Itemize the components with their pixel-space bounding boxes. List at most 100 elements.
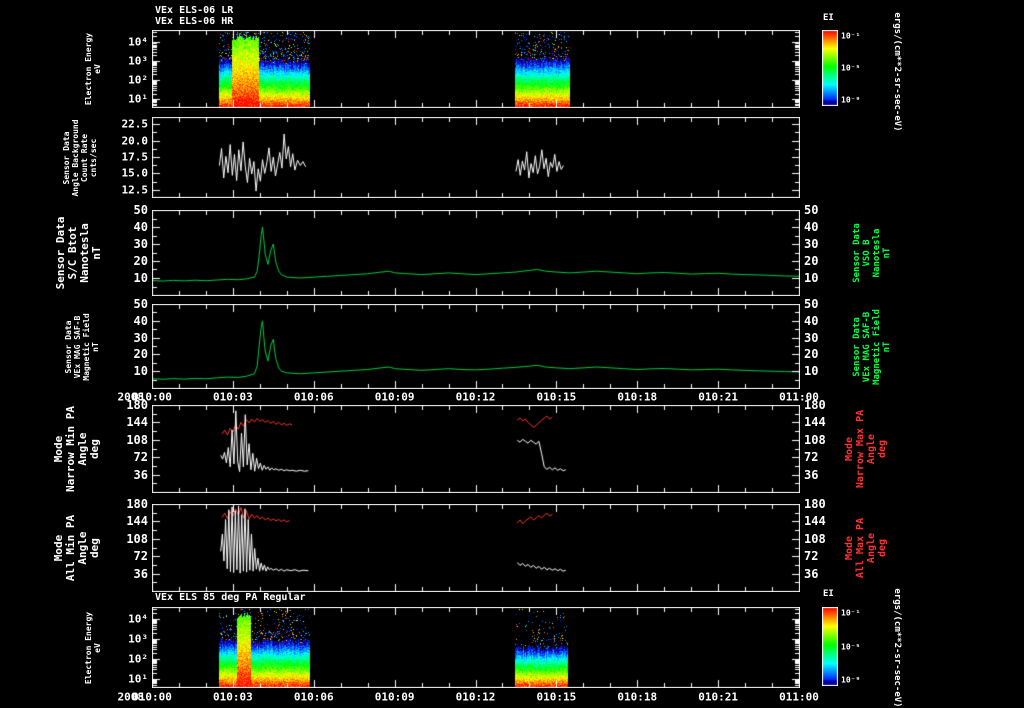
vex-mag-saf-b-ytick-label-right: 10 — [804, 364, 819, 379]
els-85-spectrogram-ytick-label: 10³ — [128, 632, 148, 646]
rotated-label-line: nT — [91, 341, 100, 352]
rotated-label-line: deg — [88, 538, 101, 558]
rotated-label-line: Magnetic Field — [872, 308, 882, 385]
all-pa-right-axis-label: Mode All Max PA Angle deg — [844, 518, 888, 578]
colorbar-tick-label: 10⁻⁹ — [841, 95, 861, 105]
angle-background-count-rate-ytick-label: 17.5 — [121, 150, 149, 164]
rotated-label-line: VEx MAG SAF-B — [862, 311, 872, 382]
rotated-label-line: Magnetic Field — [82, 312, 91, 381]
sc-btot-ytick-label-right: 20 — [804, 254, 819, 268]
rotated-label-line: nT — [882, 247, 892, 259]
time-tick-label: 010:21 — [698, 390, 738, 404]
time-tick-label: 010:12 — [455, 690, 496, 704]
all-pa-left-axis-label: Mode All Min PA Angle deg — [52, 515, 101, 581]
rotated-label-line: Angle Background — [71, 118, 80, 197]
title-els-lr: VEx ELS-06 LR — [155, 5, 234, 16]
angle-background-count-rate-left-axis-label: Sensor Data Angle Background Count Rate cnt… — [62, 119, 98, 196]
rotated-label-line: deg — [877, 439, 888, 459]
rotated-label-line: Sensor Data — [852, 223, 862, 283]
sc-btot-ytick-label-right: 50 — [804, 203, 819, 217]
angle-background-count-rate-ytick-label: 12.5 — [121, 183, 149, 197]
rotated-label-line: VEx MAG SAF-B — [73, 315, 82, 378]
plot-p5 — [152, 405, 800, 493]
vex-mag-saf-b-right-axis-label: Sensor Data VEx MAG SAF-B Magnetic Field nT — [852, 309, 892, 385]
all-pa-ytick-label: 108 — [126, 531, 148, 546]
time-tick-label: 010:18 — [617, 390, 658, 404]
narrow-pa-ytick-label-right: 36 — [804, 467, 819, 482]
sc-btot-left-axis-label: Sensor Data S/C Btot Nanotesla nT — [54, 217, 103, 290]
year-label: 2008 — [117, 690, 145, 704]
rotated-label-line: cnts/sec — [89, 138, 98, 177]
rotated-label-line: Mode — [844, 535, 855, 561]
plot-p1 — [152, 30, 800, 108]
time-tick-label: 011:00 — [779, 390, 819, 404]
narrow-pa-ytick-label-right: 108 — [804, 432, 826, 447]
vex-mag-saf-b-ytick-label: 10 — [133, 364, 148, 379]
time-tick-label: 010:09 — [374, 390, 415, 404]
title-els-85: VEx ELS 85 deg PA Regular — [155, 592, 306, 603]
rotated-label-line: eV — [93, 64, 102, 74]
rotated-label-line: All Max PA — [855, 517, 866, 579]
angle-background-count-rate-ytick-label: 22.5 — [121, 117, 149, 131]
rotated-label-line: Sensor Data — [62, 131, 71, 184]
time-tick-label: 010:00 — [132, 690, 172, 704]
rotated-label-line: Mode — [844, 436, 855, 462]
colorbar-title-bottom: EI — [823, 589, 834, 599]
vex-mag-saf-b-ytick-label: 50 — [133, 297, 148, 311]
sc-btot-ytick-label-right: 10 — [804, 271, 819, 285]
colorbar-units-bottom: ergs/(cm**2-sr-sec-eV) — [892, 588, 902, 708]
time-tick-label: 010:21 — [698, 690, 738, 704]
narrow-pa-ytick-label: 36 — [133, 467, 148, 482]
rotated-label-line: deg — [877, 538, 888, 558]
all-pa-ytick-label: 72 — [133, 549, 148, 564]
time-tick-label: 010:18 — [617, 690, 658, 704]
narrow-pa-ytick-label: 108 — [126, 432, 148, 447]
els-85-spectrogram-ytick-label: 10² — [128, 652, 148, 666]
narrow-pa-ytick-label-right: 72 — [804, 450, 819, 465]
sc-btot-ytick-label: 20 — [133, 254, 148, 268]
vex-mag-saf-b-ytick-label: 40 — [133, 313, 148, 328]
els-hr-spectrogram-ytick-label: 10² — [128, 73, 148, 87]
all-pa-ytick-label-right: 36 — [804, 566, 819, 581]
colorbar-tick-label: 10⁻¹ — [841, 608, 861, 618]
plot-p3 — [152, 210, 800, 296]
rotated-label-line: Sensor Data — [852, 316, 862, 377]
sc-btot-right-axis-label: Sensor Data VSO B Nanotesla nT — [852, 223, 892, 283]
rotated-label-line: Electron Energy — [84, 32, 93, 106]
all-pa-ytick-label: 180 — [126, 497, 148, 511]
els-hr-spectrogram-ytick-label: 10⁴ — [128, 35, 148, 49]
time-tick-label: 011:00 — [779, 690, 819, 704]
time-tick-label: 010:00 — [132, 390, 172, 404]
colorbar-tick-label: 10⁻⁹ — [841, 675, 861, 685]
all-pa-ytick-label: 36 — [133, 566, 148, 581]
time-tick-label: 010:03 — [213, 690, 253, 704]
rotated-label-line: Sensor Data — [64, 320, 73, 373]
time-tick-label: 010:12 — [455, 390, 496, 404]
els-85-spectrogram-left-axis-label: Electron Energy eV — [84, 611, 102, 683]
narrow-pa-ytick-label: 144 — [126, 415, 148, 430]
angle-background-count-rate-ytick-label: 15.0 — [121, 166, 149, 180]
rotated-label-line: nT — [882, 341, 892, 352]
sc-btot-ytick-label: 10 — [133, 271, 148, 285]
angle-background-count-rate-ytick-label: 20.0 — [121, 134, 149, 148]
rotated-label-line: VSO B — [862, 239, 872, 267]
rotated-label-line: nT — [90, 246, 103, 260]
rotated-label-line: Count Rate — [80, 133, 89, 182]
colorbar-bottom-gradient — [822, 607, 838, 686]
vex-mag-saf-b-ytick-label: 30 — [133, 330, 148, 345]
narrow-pa-left-axis-label: Mode Narrow Min PA Angle deg — [52, 406, 101, 492]
plot-p6 — [152, 504, 800, 592]
rotated-label-line: Angle — [866, 532, 877, 564]
all-pa-ytick-label-right: 144 — [804, 514, 826, 529]
all-pa-ytick-label-right: 108 — [804, 531, 826, 546]
colorbar-tick-label: 10⁻⁵ — [841, 63, 861, 73]
time-tick-label: 010:15 — [536, 690, 577, 704]
narrow-pa-ytick-label-right: 180 — [804, 398, 826, 412]
els-hr-spectrogram-ytick-label: 10¹ — [128, 92, 148, 106]
all-pa-ytick-label-right: 72 — [804, 549, 819, 564]
rotated-label-line: Narrow Max PA — [855, 409, 866, 489]
title-els-hr: VEx ELS-06 HR — [155, 16, 234, 27]
vex-mag-saf-b-ytick-label-right: 50 — [804, 297, 819, 311]
plot-p7 — [152, 607, 800, 688]
